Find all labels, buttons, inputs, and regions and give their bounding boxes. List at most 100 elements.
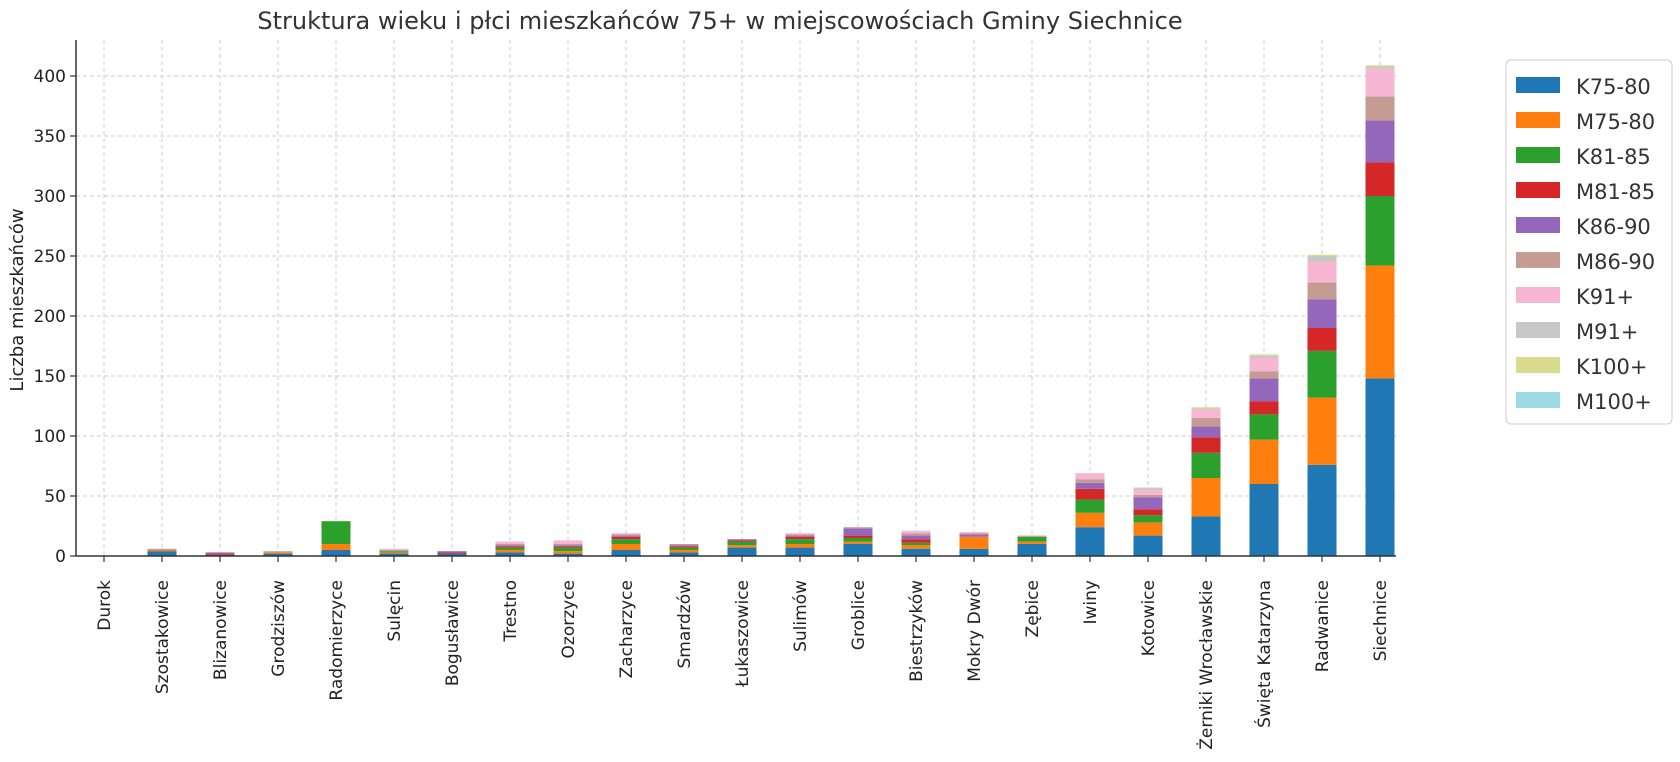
- bar-segment-2-3: [205, 553, 235, 555]
- bar-segment-15-6: [959, 532, 989, 534]
- bar-segment-8-3: [553, 546, 583, 548]
- bar-segment-18-3: [1133, 509, 1163, 516]
- bar-segment-21-5: [1307, 282, 1337, 300]
- x-tick-label-18: Kotowice: [1139, 580, 1159, 656]
- bar-segment-8-4: [553, 545, 583, 547]
- bar-segment-20-0: [1249, 484, 1279, 556]
- x-tick-label-15: Mokry Dwór: [965, 580, 985, 682]
- y-tick-label-1: 50: [44, 487, 66, 507]
- bar-segment-21-0: [1307, 464, 1337, 556]
- bar-segment-22-4: [1365, 120, 1395, 163]
- bar-segment-18-1: [1133, 522, 1163, 536]
- legend-label-2: K81-85: [1576, 145, 1651, 169]
- bar-segment-10-0: [669, 552, 699, 556]
- x-tick-label-12: Sulimów: [791, 580, 811, 652]
- bar-segment-19-7: [1191, 408, 1221, 410]
- legend-swatch-8: [1516, 357, 1560, 373]
- bar-segment-5-5: [379, 550, 409, 552]
- bar-segment-5-1: [379, 552, 409, 554]
- bar-segment-8-2: [553, 547, 583, 552]
- bar-segment-13-1: [843, 541, 873, 544]
- bar-segment-8-6: [553, 540, 583, 544]
- bar-segment-21-2: [1307, 350, 1337, 398]
- x-tick-label-16: Zębice: [1023, 580, 1043, 637]
- legend-label-6: K91+: [1576, 285, 1634, 309]
- x-tick-label-8: Ozorzyce: [559, 580, 579, 658]
- bar-stack-15: [959, 532, 989, 556]
- y-tick-label-8: 400: [34, 67, 66, 87]
- bar-segment-5-2: [379, 551, 409, 553]
- x-tick-label-11: Łukaszowice: [733, 580, 753, 688]
- bar-segment-14-6: [901, 530, 931, 534]
- bar-segment-18-6: [1133, 490, 1163, 495]
- y-axis-label: Liczba mieszkańców: [7, 208, 28, 391]
- bar-segment-7-5: [495, 544, 525, 546]
- bar-segment-14-3: [901, 539, 931, 543]
- bar-segment-15-0: [959, 548, 989, 556]
- bar-segment-19-3: [1191, 437, 1221, 453]
- bar-stack-18: [1133, 487, 1163, 556]
- bar-segment-18-0: [1133, 535, 1163, 556]
- x-tick-label-7: Trestno: [501, 580, 521, 643]
- bar-segment-7-0: [495, 552, 525, 556]
- axes: [75, 40, 1396, 557]
- bar-segment-17-0: [1075, 527, 1105, 556]
- bar-segment-1-1: [147, 550, 177, 552]
- x-tick-label-10: Smardzów: [675, 580, 695, 669]
- bar-segment-16-1: [1017, 541, 1047, 544]
- bar-segment-22-7: [1365, 66, 1395, 69]
- x-tick-label-13: Groblice: [849, 580, 869, 650]
- bar-stack-12: [785, 533, 815, 556]
- bars-group: [147, 65, 1395, 556]
- bar-segment-11-0: [727, 547, 757, 556]
- bar-segment-3-0: [263, 553, 293, 556]
- bar-segment-21-8: [1307, 254, 1337, 256]
- bar-stack-11: [727, 539, 757, 556]
- legend-label-0: K75-80: [1576, 75, 1651, 99]
- bar-segment-11-4: [727, 539, 757, 541]
- bar-segment-6-4: [437, 551, 467, 553]
- bar-segment-12-0: [785, 547, 815, 556]
- bar-segment-14-0: [901, 548, 931, 556]
- bar-segment-9-1: [611, 544, 641, 550]
- bar-segment-12-6: [785, 533, 815, 535]
- bar-segment-12-3: [785, 536, 815, 540]
- bar-segment-20-3: [1249, 401, 1279, 415]
- legend-swatch-4: [1516, 217, 1560, 233]
- bar-segment-22-0: [1365, 378, 1395, 556]
- legend-swatch-3: [1516, 182, 1560, 198]
- bar-stack-5: [379, 548, 409, 556]
- bar-segment-13-2: [843, 538, 873, 542]
- bar-segment-2-4: [205, 552, 235, 554]
- x-tick-label-17: Iwiny: [1081, 580, 1101, 624]
- bar-segment-12-1: [785, 544, 815, 548]
- bar-stack-16: [1017, 535, 1047, 556]
- x-tick-label-5: Sulęcin: [385, 580, 405, 642]
- bar-segment-18-7: [1133, 487, 1163, 490]
- legend-swatch-6: [1516, 287, 1560, 303]
- legend-swatch-7: [1516, 322, 1560, 338]
- bar-segment-10-2: [669, 547, 699, 550]
- bar-segment-20-7: [1249, 355, 1279, 358]
- bar-segment-17-6: [1075, 473, 1105, 480]
- legend-label-3: M81-85: [1576, 180, 1655, 204]
- bar-stack-19: [1191, 407, 1221, 556]
- bar-segment-14-4: [901, 535, 931, 540]
- bar-segment-8-5: [553, 544, 583, 546]
- bar-segment-17-1: [1075, 512, 1105, 528]
- x-tick-label-14: Biestrzyków: [907, 580, 927, 682]
- bar-segment-20-8: [1249, 354, 1279, 356]
- bar-segment-5-6: [379, 548, 409, 550]
- bar-segment-9-6: [611, 533, 641, 535]
- bar-segment-17-5: [1075, 479, 1105, 483]
- bar-segment-21-3: [1307, 328, 1337, 351]
- bar-segment-13-3: [843, 535, 873, 538]
- bar-stack-21: [1307, 254, 1337, 556]
- legend-swatch-1: [1516, 112, 1560, 128]
- bar-segment-15-4: [959, 534, 989, 537]
- y-tick-label-5: 250: [34, 247, 66, 267]
- bar-segment-4-0: [321, 550, 351, 556]
- bar-segment-11-1: [727, 545, 757, 548]
- x-tick-label-3: Grodziszów: [269, 580, 289, 677]
- bar-segment-9-4: [611, 535, 641, 537]
